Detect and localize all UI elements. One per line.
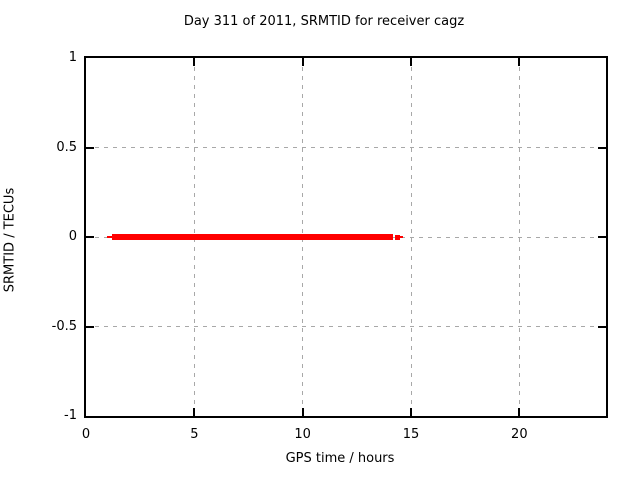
tick-mark-top [410, 58, 412, 66]
tick-mark-bottom [301, 408, 304, 416]
y-tick-label: 1 [68, 50, 77, 65]
tick-mark-left [86, 146, 94, 149]
x-tick-label: 5 [190, 427, 199, 442]
tick-mark-top [301, 58, 304, 66]
x-tick-label: 10 [294, 427, 311, 442]
data-series-band [112, 234, 393, 240]
tick-mark-bottom [518, 408, 521, 416]
data-series-dash [400, 236, 403, 238]
x-tick-label: 20 [511, 427, 528, 442]
tick-mark-top [193, 58, 196, 66]
gridline-vertical [518, 58, 520, 416]
tick-mark-right [598, 325, 606, 328]
tick-mark-right [598, 146, 606, 149]
tick-mark-left [86, 236, 94, 238]
tick-mark-left [86, 325, 94, 328]
plot-area [84, 56, 608, 418]
gridline-vertical [410, 58, 412, 416]
gridline-horizontal [86, 326, 606, 327]
x-tick-label: 0 [81, 427, 91, 442]
data-series-point [394, 234, 400, 240]
y-tick-label: -1 [64, 408, 77, 423]
y-tick-label: 0 [68, 229, 77, 244]
y-tick-label: 0.5 [56, 139, 77, 155]
x-axis-label: GPS time / hours [285, 451, 395, 466]
tick-mark-top [518, 58, 521, 66]
chart-title: Day 311 of 2011, SRMTID for receiver cag… [183, 14, 465, 29]
gridline-horizontal [86, 147, 606, 148]
tick-mark-right [598, 236, 606, 238]
y-tick-label: -0.5 [51, 318, 77, 334]
tick-mark-bottom [193, 408, 196, 416]
data-series-dash [107, 236, 112, 238]
x-tick-label: 15 [402, 427, 420, 442]
tick-mark-bottom [410, 408, 412, 416]
